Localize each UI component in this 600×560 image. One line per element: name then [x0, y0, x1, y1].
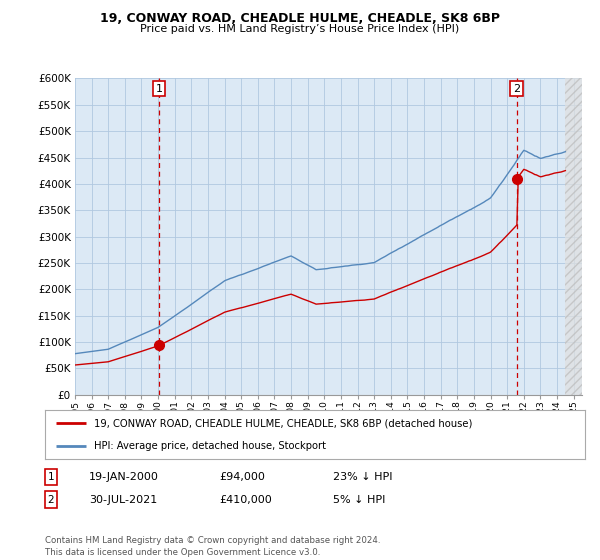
- Text: £94,000: £94,000: [219, 472, 265, 482]
- Text: 19-JAN-2000: 19-JAN-2000: [89, 472, 158, 482]
- Text: HPI: Average price, detached house, Stockport: HPI: Average price, detached house, Stoc…: [94, 441, 326, 451]
- Text: 1: 1: [47, 472, 55, 482]
- Text: 2: 2: [47, 494, 55, 505]
- Text: 19, CONWAY ROAD, CHEADLE HULME, CHEADLE, SK8 6BP (detached house): 19, CONWAY ROAD, CHEADLE HULME, CHEADLE,…: [94, 418, 472, 428]
- Text: 30-JUL-2021: 30-JUL-2021: [89, 494, 157, 505]
- Text: Price paid vs. HM Land Registry’s House Price Index (HPI): Price paid vs. HM Land Registry’s House …: [140, 24, 460, 34]
- Text: 1: 1: [155, 83, 163, 94]
- Bar: [565, 78, 582, 395]
- Text: 23% ↓ HPI: 23% ↓ HPI: [333, 472, 392, 482]
- Text: 2: 2: [513, 83, 520, 94]
- Text: £410,000: £410,000: [219, 494, 272, 505]
- Text: 5% ↓ HPI: 5% ↓ HPI: [333, 494, 385, 505]
- Text: Contains HM Land Registry data © Crown copyright and database right 2024.
This d: Contains HM Land Registry data © Crown c…: [45, 536, 380, 557]
- Text: 19, CONWAY ROAD, CHEADLE HULME, CHEADLE, SK8 6BP: 19, CONWAY ROAD, CHEADLE HULME, CHEADLE,…: [100, 12, 500, 25]
